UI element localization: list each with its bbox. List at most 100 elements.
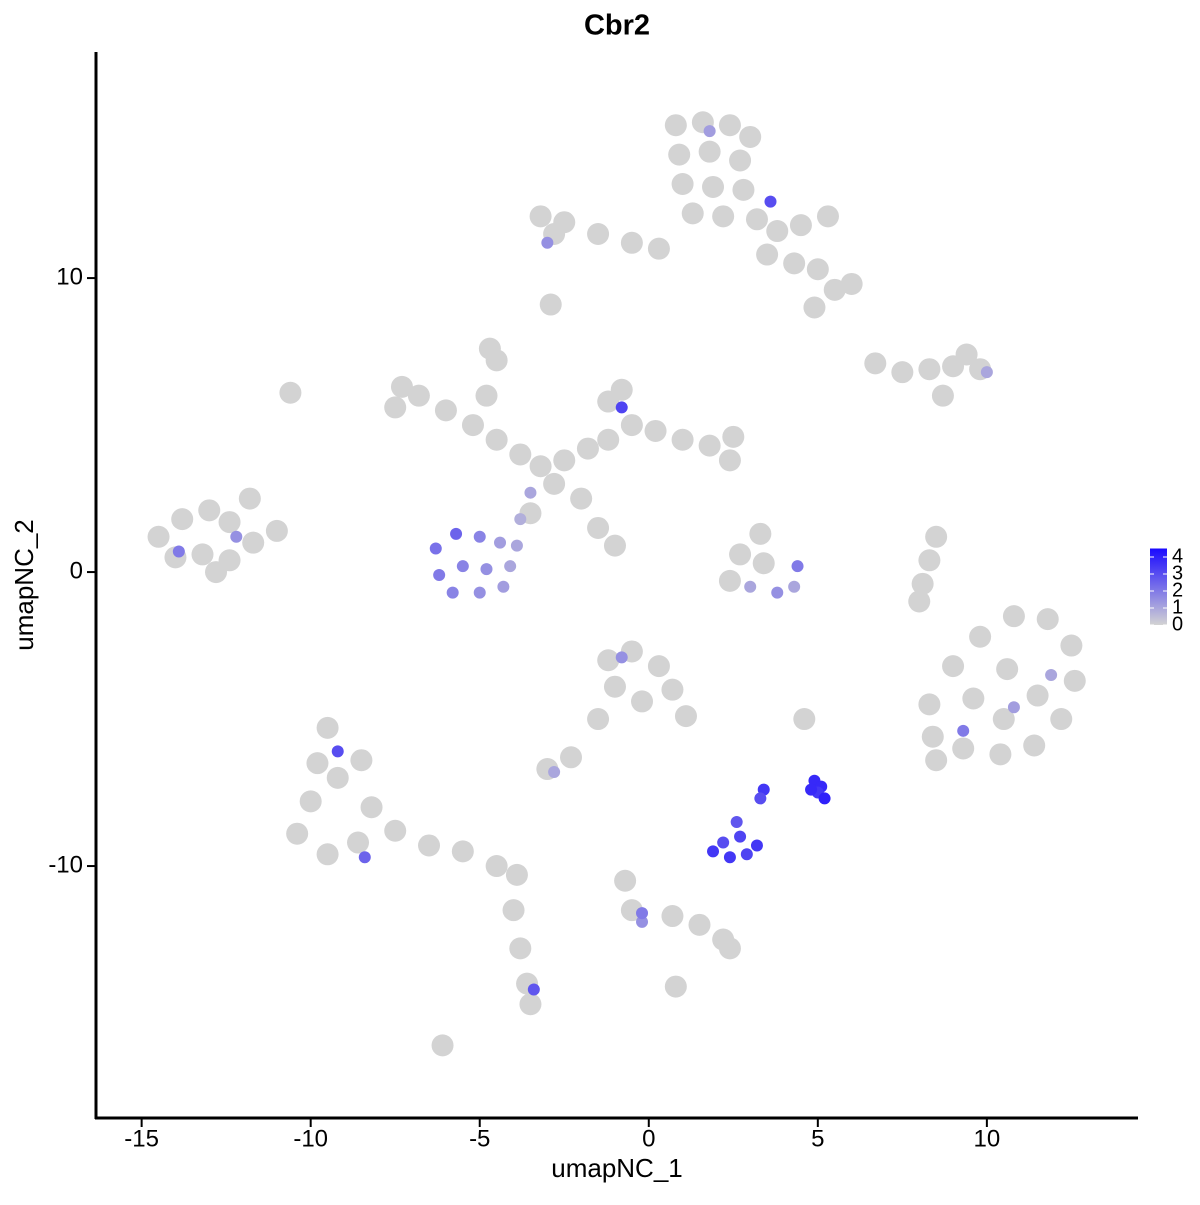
point [205, 561, 228, 584]
point [1050, 708, 1073, 731]
point [668, 143, 691, 166]
point [603, 534, 626, 557]
point [718, 114, 741, 137]
point [620, 414, 643, 437]
point [674, 705, 697, 728]
point [350, 749, 373, 772]
point [597, 649, 620, 672]
point [734, 830, 747, 843]
point [739, 125, 762, 148]
point [925, 749, 948, 772]
point [587, 708, 610, 731]
point [681, 202, 704, 225]
point [473, 586, 486, 599]
point [1063, 669, 1086, 692]
point [238, 487, 261, 510]
point [279, 381, 302, 404]
point [570, 487, 593, 510]
point [921, 725, 944, 748]
point [390, 375, 413, 398]
point [299, 790, 322, 813]
point [615, 651, 628, 664]
point [647, 655, 670, 678]
color-bar [1150, 548, 1167, 625]
point [218, 511, 241, 534]
point [326, 766, 349, 789]
point [431, 1034, 454, 1057]
x-axis-label: umapNC_1 [551, 1153, 683, 1183]
point [360, 796, 383, 819]
point [805, 783, 818, 796]
point [840, 272, 863, 295]
point [771, 586, 784, 599]
point [740, 848, 753, 861]
point [823, 278, 846, 301]
point [1002, 605, 1025, 628]
point [456, 560, 469, 573]
point [718, 937, 741, 960]
point [450, 527, 463, 540]
point [918, 693, 941, 716]
point [527, 983, 540, 996]
point [918, 358, 941, 381]
point [752, 552, 775, 575]
point [754, 792, 767, 805]
point [745, 208, 768, 231]
point [587, 516, 610, 539]
point [789, 214, 812, 237]
point [553, 449, 576, 472]
point [688, 913, 711, 936]
y-tick-label: 0 [70, 557, 83, 584]
point [729, 149, 752, 172]
point [316, 843, 339, 866]
point [473, 530, 486, 543]
point [918, 549, 941, 572]
point [942, 655, 965, 678]
point [803, 296, 826, 319]
point [548, 765, 561, 778]
point [931, 384, 954, 407]
point [539, 293, 562, 316]
point [529, 455, 552, 478]
point [147, 525, 170, 548]
point [925, 525, 948, 548]
point [1007, 701, 1020, 714]
point [480, 563, 493, 576]
x-tick-label: -15 [124, 1125, 159, 1152]
chart-title: Cbr2 [584, 10, 650, 42]
point [519, 993, 542, 1016]
point [749, 522, 772, 545]
point [816, 205, 839, 228]
point [756, 243, 779, 266]
point [631, 690, 654, 713]
point [718, 569, 741, 592]
point [702, 175, 725, 198]
point [1023, 734, 1046, 757]
point [171, 508, 194, 531]
point [730, 815, 743, 828]
point [331, 745, 344, 758]
point [505, 863, 528, 886]
point [911, 572, 934, 595]
point [485, 855, 508, 878]
point [509, 443, 532, 466]
point [718, 449, 741, 472]
point [989, 743, 1012, 766]
y-tick-label: 10 [56, 263, 83, 290]
point [806, 258, 829, 281]
x-tick-label: 10 [974, 1125, 1001, 1152]
point [576, 437, 599, 460]
point [750, 839, 763, 852]
point [198, 499, 221, 522]
point [952, 737, 975, 760]
point [996, 658, 1019, 681]
point [712, 205, 735, 228]
point [603, 675, 626, 698]
point [793, 708, 816, 731]
point [791, 560, 804, 573]
point [614, 869, 637, 892]
point [864, 352, 887, 375]
point [504, 560, 517, 573]
point [510, 539, 523, 552]
point [671, 428, 694, 451]
